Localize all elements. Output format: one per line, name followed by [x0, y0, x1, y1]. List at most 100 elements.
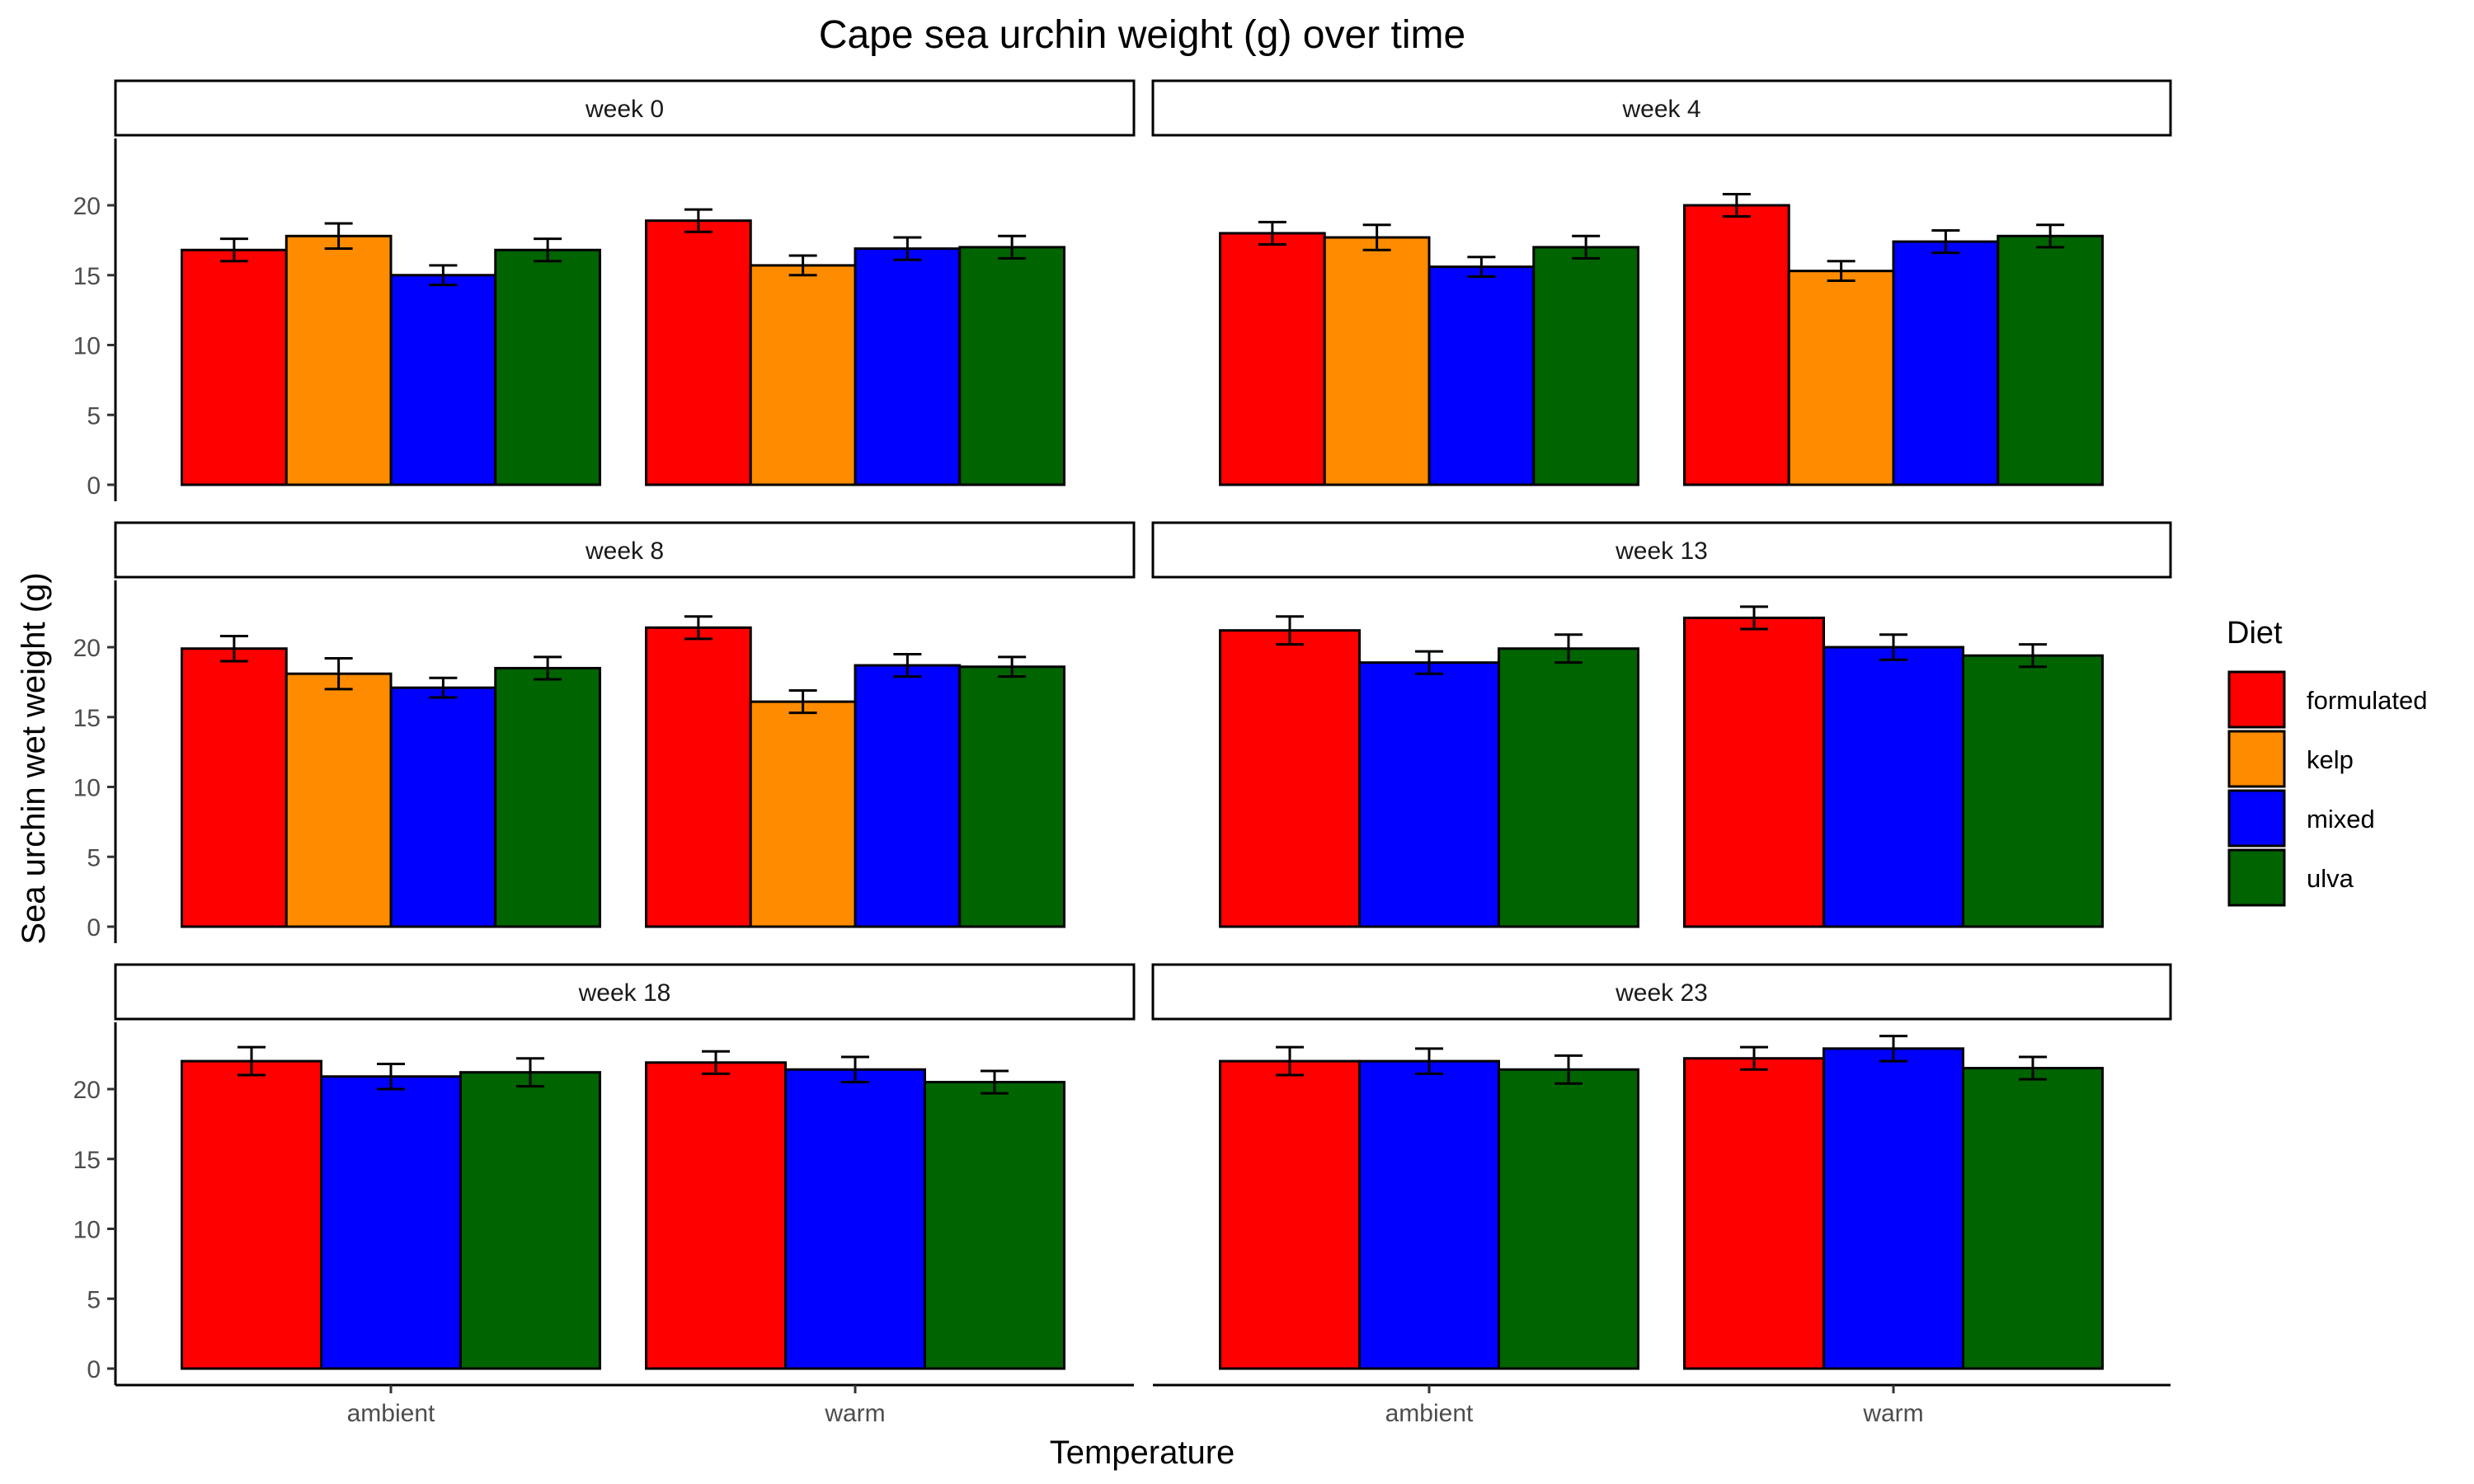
- y-tick-label: 5: [87, 844, 101, 871]
- bar-ulva: [494, 666, 601, 928]
- y-tick-label: 15: [73, 1147, 101, 1174]
- bar-mixed: [1358, 661, 1500, 928]
- facet-label: week 18: [578, 979, 671, 1007]
- error-bar: [1467, 256, 1496, 278]
- error-bar: [429, 264, 458, 287]
- error-bar: [429, 676, 458, 699]
- bar-mixed: [854, 247, 962, 486]
- error-bar: [1722, 192, 1751, 218]
- bar-kelp: [1323, 236, 1431, 486]
- bar-kelp: [285, 672, 393, 928]
- bar-mixed: [1823, 646, 1964, 928]
- error-bar: [893, 652, 922, 679]
- error-bar: [2036, 223, 2065, 249]
- y-tick-label: 10: [73, 1217, 101, 1244]
- error-bar: [788, 254, 817, 277]
- bar-ulva: [1532, 246, 1639, 486]
- error-bar: [1879, 1035, 1907, 1063]
- error-bar: [1362, 223, 1391, 251]
- error-bar: [1827, 260, 1856, 283]
- bar-formulated: [1683, 1057, 1825, 1370]
- bar-mixed: [1892, 240, 2000, 486]
- error-bar: [788, 689, 817, 715]
- bar-formulated: [1219, 629, 1361, 928]
- legend-key-ulva: [2227, 848, 2286, 907]
- y-axis-title: Sea urchin wet weight (g): [16, 572, 52, 944]
- error-bar: [684, 615, 713, 641]
- error-bar: [981, 1069, 1009, 1095]
- facet-panel: week 13: [1151, 521, 2172, 928]
- bar-formulated: [181, 647, 288, 928]
- error-bar: [1554, 633, 1583, 665]
- error-bar: [2019, 643, 2047, 669]
- y-tick-label: 5: [87, 1286, 101, 1313]
- error-bar: [702, 1050, 730, 1075]
- chart-title: Cape sea urchin weight (g) over time: [819, 13, 1465, 57]
- error-bar: [324, 222, 353, 251]
- y-tick-label: 20: [73, 1077, 101, 1104]
- y-tick-label: 10: [73, 775, 101, 802]
- bar-ulva: [958, 665, 1065, 928]
- facet-label: week 23: [1615, 979, 1708, 1007]
- error-bar: [1740, 1045, 1768, 1071]
- bar-formulated: [181, 1059, 322, 1370]
- bar-mixed: [1823, 1047, 1964, 1370]
- error-bar: [1740, 605, 1768, 631]
- facet-strip: [114, 79, 1136, 137]
- y-tick-label: 10: [73, 333, 101, 360]
- facet-strip: [114, 521, 1136, 579]
- bar-formulated: [1683, 616, 1825, 928]
- error-bar: [534, 655, 562, 681]
- error-bar: [516, 1057, 544, 1088]
- bar-mixed: [854, 664, 962, 928]
- bar-mixed: [389, 686, 497, 928]
- error-bar: [998, 655, 1027, 679]
- bar-formulated: [645, 626, 752, 928]
- facet-panel: week 0 0 5 10 15 20: [73, 79, 1136, 501]
- bar-mixed: [320, 1075, 462, 1370]
- bar-kelp: [749, 264, 857, 486]
- bar-formulated: [1219, 1059, 1361, 1370]
- facet-strip: [1151, 963, 2172, 1021]
- bar-ulva: [1997, 234, 2104, 486]
- facet-label: week 13: [1615, 538, 1708, 565]
- facet-panel: week 18 0 5 10 15 20 ambient warm: [73, 963, 1136, 1427]
- error-bar: [1258, 220, 1286, 246]
- bar-kelp: [285, 234, 393, 486]
- y-tick-label: 15: [73, 263, 101, 290]
- error-bar: [1415, 1047, 1443, 1075]
- bar-formulated: [1219, 232, 1326, 486]
- error-bar: [324, 657, 353, 691]
- bar-mixed: [1427, 265, 1536, 486]
- legend-key-mixed: [2227, 789, 2286, 848]
- x-tick-label: warm: [824, 1400, 885, 1427]
- legend-title: Diet: [2227, 616, 2283, 650]
- bar-kelp: [749, 700, 857, 928]
- x-tick-label: ambient: [347, 1400, 435, 1427]
- facet-panel: week 4: [1151, 79, 2172, 486]
- bar-kelp: [1787, 270, 1895, 486]
- bar-ulva: [459, 1071, 601, 1370]
- error-bar: [684, 208, 713, 233]
- x-tick-label: ambient: [1385, 1400, 1474, 1427]
- facet-panel: week 23 ambient warm: [1151, 963, 2172, 1427]
- facet-strip: [1151, 521, 2172, 579]
- error-bar: [1276, 1045, 1304, 1077]
- bar-ulva: [1498, 647, 1639, 928]
- facet-strip: [114, 963, 1136, 1021]
- legend-item: formulated: [2227, 670, 2427, 729]
- bar-ulva: [494, 248, 601, 486]
- y-tick-label: 20: [73, 635, 101, 662]
- error-bar: [1276, 615, 1304, 646]
- bar-ulva: [1962, 1067, 2104, 1370]
- error-bar: [893, 236, 922, 261]
- error-bar: [534, 237, 562, 263]
- bar-formulated: [645, 219, 752, 486]
- error-bar: [998, 234, 1027, 260]
- legend-item: mixed: [2227, 789, 2375, 848]
- bar-formulated: [181, 248, 288, 486]
- legend-label: kelp: [2307, 745, 2354, 774]
- error-bar: [377, 1062, 405, 1091]
